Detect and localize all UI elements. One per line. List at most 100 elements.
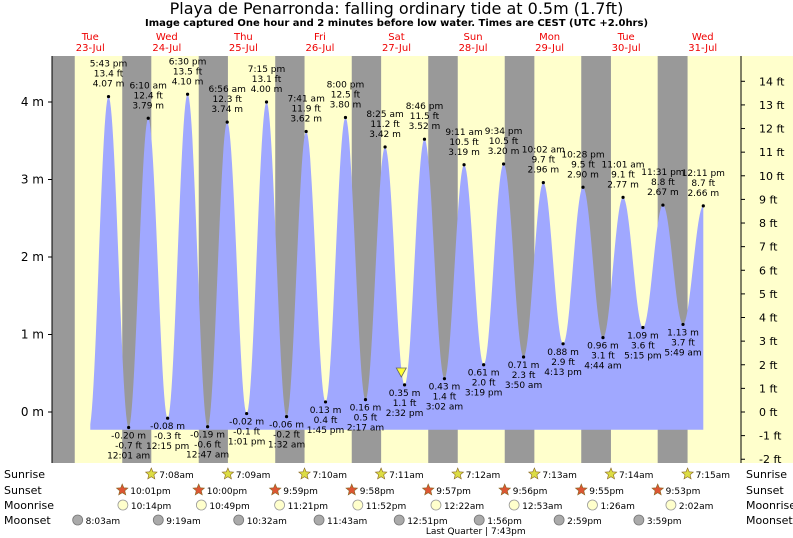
- y-tick-label-ft: -2 ft: [759, 453, 782, 466]
- low-tide-time: 5:49 am: [664, 348, 701, 358]
- y-tick-label-ft: 7 ft: [759, 241, 778, 254]
- high-tide-m: 4.07 m: [93, 80, 125, 90]
- high-tide-m: 3.79 m: [132, 101, 164, 111]
- low-tide-point: [205, 425, 210, 429]
- sunset-icon: [498, 483, 512, 496]
- sunset-time: 9:58pm: [360, 487, 395, 497]
- low-tide-point: [166, 416, 170, 420]
- sunset-icon: [268, 483, 282, 496]
- high-tide-time: 6:10 am: [130, 81, 167, 91]
- high-tide-m: 3.52 m: [409, 122, 441, 132]
- day-name: Wed: [692, 32, 714, 43]
- y-tick-label-m: 2 m: [21, 250, 44, 264]
- low-tide-m: 0.96 m: [587, 342, 619, 352]
- moonrise-icon: [665, 499, 677, 511]
- high-tide-ft: 12.4 ft: [134, 91, 164, 101]
- day-date: 31-Jul: [688, 43, 717, 54]
- moonset-time: 10:32am: [247, 517, 287, 527]
- high-tide-ft: 9.7 ft: [531, 156, 555, 166]
- low-tide-m: 0.71 m: [508, 361, 540, 371]
- day-name: Wed: [156, 32, 178, 43]
- sunrise-icon: [451, 467, 465, 480]
- y-tick-label-ft: 9 ft: [759, 193, 778, 206]
- high-tide-m: 3.20 m: [488, 147, 520, 157]
- y-tick-label-ft: 0 ft: [759, 406, 778, 419]
- moon-phase-note: Last Quarter | 7:43pm: [426, 527, 526, 537]
- sunrise-time: 7:14am: [619, 471, 654, 481]
- sunrise-icon: [144, 467, 158, 480]
- low-tide-time: 3:50 am: [505, 381, 542, 391]
- moonrise-icon: [430, 499, 442, 511]
- moonrise-time: 1:26am: [600, 502, 635, 512]
- low-tide-ft: -0.1 ft: [233, 428, 260, 438]
- day-date: 27-Jul: [382, 43, 411, 54]
- high-tide-m: 2.67 m: [647, 188, 679, 198]
- y-tick-label-ft: 12 ft: [759, 123, 785, 136]
- sunrise-icon: [681, 467, 695, 480]
- high-tide-m: 2.66 m: [687, 189, 719, 199]
- y-tick-label-m: 0 m: [21, 405, 44, 419]
- low-tide-time: 1:32 am: [268, 441, 305, 451]
- high-tide-ft: 8.7 ft: [691, 179, 715, 189]
- low-tide-point: [363, 398, 368, 402]
- day-date: 25-Jul: [229, 43, 258, 54]
- sunset-time: 9:53pm: [666, 487, 701, 497]
- moonrise-time: 11:52pm: [366, 502, 406, 512]
- y-tick-label-ft: 14 ft: [759, 75, 785, 88]
- y-tick-label-ft: 6 ft: [759, 264, 778, 277]
- day-name: Tue: [617, 32, 635, 43]
- sunset-time: 9:56pm: [513, 487, 548, 497]
- high-tide-point: [621, 195, 625, 199]
- sunrise-time: 7:10am: [313, 471, 348, 481]
- high-tide-ft: 10.5 ft: [449, 138, 479, 148]
- high-tide-time: 8:00 pm: [327, 81, 365, 91]
- sunrise-time: 7:09am: [236, 471, 270, 481]
- sunrise-icon: [298, 467, 311, 480]
- moonrise-icon: [587, 499, 598, 511]
- high-tide-point: [661, 203, 665, 207]
- sunset-icon: [345, 483, 359, 496]
- right-axis-strip: [741, 56, 793, 463]
- sunset-time: 9:59pm: [283, 487, 318, 497]
- sunset-icon: [192, 483, 206, 496]
- sunrise-time: 7:12am: [466, 471, 501, 481]
- sunset-time: 9:57pm: [436, 487, 471, 497]
- high-tide-ft: 12.5 ft: [331, 91, 361, 101]
- low-tide-m: -0.08 m: [150, 422, 185, 432]
- high-tide-point: [581, 185, 585, 189]
- y-tick-label-ft: 3 ft: [759, 335, 778, 348]
- low-tide-m: -0.06 m: [269, 421, 304, 431]
- high-tide-m: 2.77 m: [607, 180, 639, 190]
- low-tide-time: 4:44 am: [584, 362, 621, 372]
- low-tide-ft: 2.3 ft: [512, 371, 536, 381]
- sunrise-time: 7:13am: [542, 471, 577, 481]
- low-tide-point: [127, 425, 131, 430]
- low-tide-point: [323, 400, 328, 404]
- low-tide-m: -0.02 m: [229, 418, 264, 428]
- high-tide-time: 8:25 am: [366, 110, 403, 120]
- moonset-icon: [72, 514, 84, 526]
- high-tide-time: 9:11 am: [445, 128, 482, 138]
- day-name: Sat: [388, 32, 404, 43]
- low-tide-time: 3:19 pm: [465, 389, 503, 399]
- sunrise-time: 7:08am: [159, 471, 194, 481]
- high-tide-ft: 13.5 ft: [173, 67, 203, 77]
- low-tide-ft: 1.1 ft: [393, 399, 417, 409]
- day-date: 30-Jul: [612, 43, 641, 54]
- y-tick-label-ft: 10 ft: [759, 170, 785, 183]
- high-tide-ft: 11.9 ft: [291, 104, 321, 114]
- low-tide-ft: -0.7 ft: [115, 442, 142, 452]
- moonset-icon: [393, 514, 405, 526]
- high-tide-m: 3.74 m: [211, 105, 243, 115]
- sunrise-icon: [604, 467, 618, 480]
- high-tide-point: [225, 120, 229, 124]
- moonrise-icon: [195, 499, 207, 511]
- low-tide-m: 1.09 m: [627, 332, 659, 342]
- sunset-icon: [115, 483, 129, 496]
- moonrise-icon: [117, 499, 129, 511]
- low-tide-m: 1.13 m: [667, 328, 699, 338]
- sunrise-icon: [221, 467, 235, 480]
- astro-label-left: Moonset: [4, 514, 51, 527]
- low-tide-m: -0.19 m: [190, 431, 225, 441]
- left-axis-strip: [0, 56, 52, 463]
